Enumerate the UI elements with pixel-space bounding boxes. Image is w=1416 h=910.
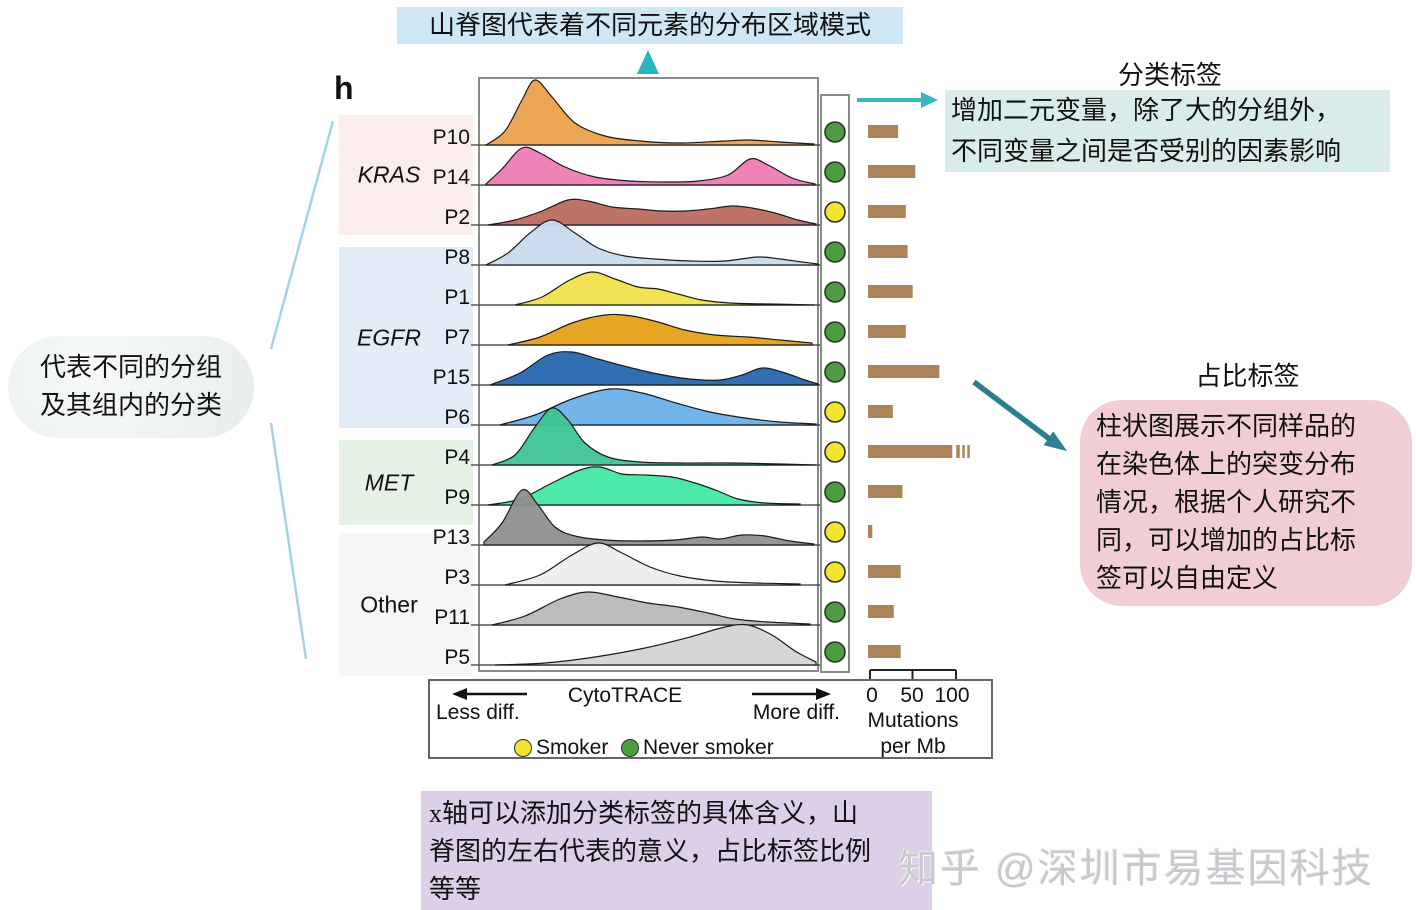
bar-P4 — [868, 445, 953, 458]
patient-label-P10: P10 — [432, 126, 470, 149]
xaxis-title: CytoTRACE — [567, 684, 683, 707]
dot-P1 — [824, 281, 846, 303]
bar-P13 — [868, 525, 873, 538]
dot-P2 — [824, 201, 846, 223]
xaxis-annotation: x轴可以添加分类标签的具体含义，山 脊图的左右代表的意义，占比标签比例 等等 — [421, 791, 932, 910]
ratio-label-title: 占比标签 — [1195, 362, 1300, 391]
ridge-P7 — [507, 313, 813, 346]
group-box-MET: MET — [339, 440, 473, 525]
group-box-EGFR: EGFR — [339, 247, 473, 428]
bar-P10 — [868, 125, 899, 138]
bar-P15 — [868, 365, 940, 378]
patient-label-P9: P9 — [444, 486, 470, 509]
smoker-legend-label: Smoker — [536, 736, 609, 759]
never-smoker-legend-label: Never smoker — [643, 736, 774, 759]
bar-overflow-mark — [956, 445, 960, 458]
patient-label-P2: P2 — [444, 206, 470, 229]
patient-label-P14: P14 — [432, 166, 470, 189]
bar-axis-label: Mutations per Mb — [867, 709, 959, 758]
ridge-P11 — [491, 591, 811, 626]
ridge-P5 — [494, 623, 817, 666]
ridge-P14 — [485, 146, 816, 186]
patient-label-P6: P6 — [444, 406, 470, 429]
ridge-P13 — [483, 488, 815, 546]
group-label-Other: Other — [360, 591, 418, 617]
ratio-label-note: 柱状图展示不同样品的 在染色体上的突变分布 情况，根据个人研究不 同，可以增加的… — [1080, 400, 1412, 606]
never-smoker-dot-icon — [621, 739, 639, 757]
bar-P14 — [868, 165, 916, 178]
bar-P8 — [868, 245, 908, 258]
category-label-note: 增加二元变量，除了大的分组外， 不同变量之间是否受别的因素影响 — [945, 90, 1390, 172]
dot-P5 — [824, 641, 846, 663]
dot-P9 — [824, 481, 846, 503]
ridgeline-plot-frame — [471, 77, 821, 672]
bar-P5 — [868, 645, 901, 658]
dot-P14 — [824, 161, 846, 183]
patient-label-P4: P4 — [444, 446, 470, 469]
ridge-P10 — [484, 79, 815, 146]
patient-label-P7: P7 — [444, 326, 470, 349]
ridgeline-annotation: 山脊图代表着不同元素的分布区域模式 — [397, 7, 903, 44]
bar-axis-tick-0: 0 — [866, 684, 878, 707]
ridge-P8 — [485, 219, 819, 266]
smoker-dots-and-mutation-bars — [820, 94, 970, 679]
patient-label-P8: P8 — [444, 246, 470, 269]
ridge-P4 — [491, 407, 817, 466]
bar-P1 — [868, 285, 913, 298]
patient-label-P13: P13 — [432, 526, 470, 549]
group-box-KRAS: KRAS — [339, 115, 473, 235]
category-label-title: 分类标签 — [1117, 61, 1222, 90]
watermark: 知乎 @深圳市易基因科技 — [898, 847, 1374, 891]
ridge-P15 — [489, 351, 819, 386]
less-diff-label: Less diff. — [436, 701, 520, 724]
dot-P3 — [824, 561, 846, 583]
dot-P7 — [824, 321, 846, 343]
more-diff-label: More diff. — [752, 701, 840, 724]
dot-P13 — [824, 521, 846, 543]
dot-P10 — [824, 121, 846, 143]
patient-label-P1: P1 — [444, 286, 470, 309]
ridge-P1 — [514, 271, 816, 306]
bar-P9 — [868, 485, 903, 498]
ridgeline-chart — [471, 79, 821, 666]
bar-axis-tick-100: 100 — [934, 684, 970, 707]
ridge-P3 — [504, 542, 801, 586]
group-connector-line-down — [269, 422, 308, 660]
dot-P6 — [824, 401, 846, 423]
dot-P4 — [824, 441, 846, 463]
patient-label-P3: P3 — [444, 566, 470, 589]
bar-P7 — [868, 325, 906, 338]
group-box-Other: Other — [339, 533, 473, 676]
group-connector-line-up — [269, 120, 335, 350]
dot-P8 — [824, 241, 846, 263]
group-label-KRAS: KRAS — [357, 161, 421, 188]
bar-P3 — [868, 565, 901, 578]
bar-P11 — [868, 605, 894, 618]
up-triangle-pointer-icon — [637, 50, 659, 74]
bar-axis-bracket — [869, 669, 957, 679]
group-label-MET: MET — [364, 469, 414, 495]
dot-P15 — [824, 361, 846, 383]
dots-column-frame — [820, 94, 850, 673]
bar-overflow-mark — [967, 445, 970, 458]
patient-label-P15: P15 — [432, 366, 470, 389]
smoker-dot-icon — [514, 739, 532, 757]
panel-label: h — [334, 70, 354, 106]
ratio-arrow-head-icon — [1043, 431, 1067, 451]
patient-label-P11: P11 — [434, 606, 470, 629]
bar-P6 — [868, 405, 893, 418]
bar-P2 — [868, 205, 906, 218]
group-label-EGFR: EGFR — [357, 324, 421, 350]
ridge-P9 — [487, 466, 801, 506]
group-bubble-note: 代表不同的分组 及其组内的分类 — [8, 336, 254, 438]
bar-axis-tick-50: 50 — [900, 684, 924, 707]
bar-overflow-mark — [962, 445, 965, 458]
dot-P11 — [824, 601, 846, 623]
ridge-P2 — [487, 198, 817, 226]
patient-label-P5: P5 — [444, 646, 470, 669]
ridge-P6 — [499, 388, 817, 426]
